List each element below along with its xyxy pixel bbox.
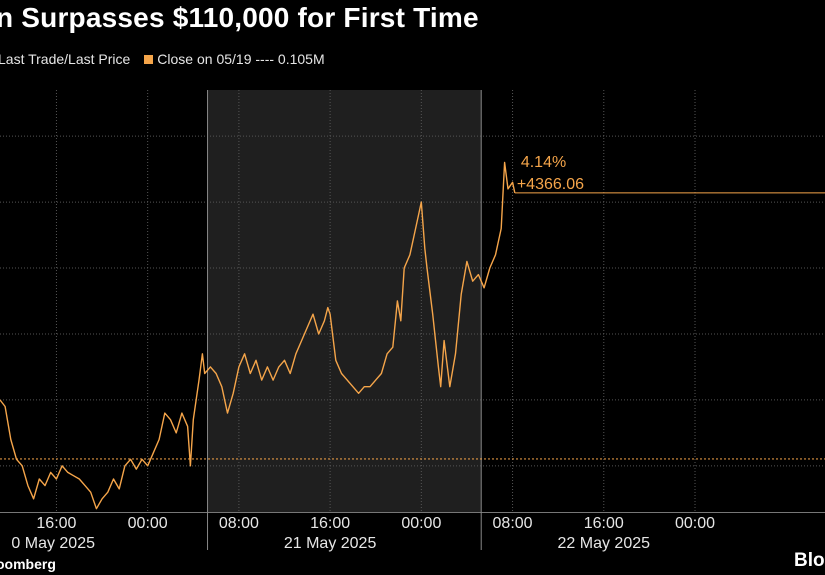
source-label: oomberg [0, 556, 56, 572]
end-annotation-percent: 4.14% [521, 154, 566, 171]
day-label: 22 May 2025 [558, 535, 651, 552]
x-tick-label: 16:00 [584, 515, 624, 532]
logo: Bloo [794, 550, 825, 571]
x-tick-labels: 16:00 00:00 08:00 16:00 00:00 08:00 16:00 00:00 [36, 515, 715, 532]
grid [0, 90, 825, 512]
x-tick-label: 08:00 [493, 515, 533, 532]
day-label: 21 May 2025 [284, 535, 377, 552]
x-tick-label: 08:00 [219, 515, 259, 532]
chart-title: n Surpasses $110,000 for First Time [0, 2, 479, 33]
x-tick-label: 16:00 [36, 515, 76, 532]
chart-legend: Last Trade/Last Price Close on 05/19 ---… [0, 51, 325, 67]
highlight-band [207, 90, 482, 512]
legend-close-swatch [144, 54, 154, 64]
x-tick-label: 00:00 [128, 515, 168, 532]
x-tick-label: 00:00 [675, 515, 715, 532]
series-line [0, 161, 516, 510]
day-label: 0 May 2025 [11, 535, 95, 552]
day-labels: 0 May 2025 21 May 2025 22 May 2025 [11, 535, 650, 552]
end-annotation-change: +4366.06 [517, 176, 584, 193]
legend-close-label: Close on 05/19 ---- 0.105M [157, 51, 325, 67]
x-tick-label: 16:00 [310, 515, 350, 532]
x-tick-label: 00:00 [401, 515, 441, 532]
legend-series-label: Last Trade/Last Price [0, 51, 131, 67]
day-separators [207, 90, 482, 550]
